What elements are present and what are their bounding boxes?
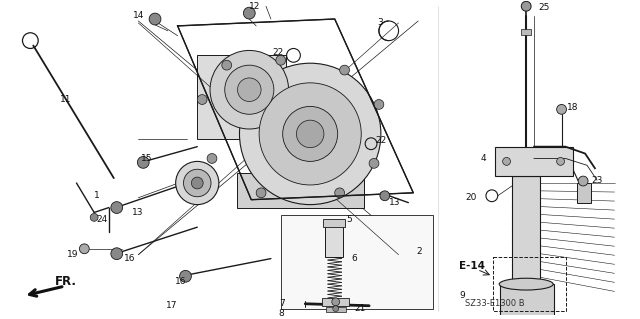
- Circle shape: [557, 158, 564, 165]
- Bar: [493, 257, 566, 311]
- Bar: [577, 183, 591, 203]
- Circle shape: [374, 100, 384, 109]
- Text: 15: 15: [141, 154, 153, 163]
- Text: 16: 16: [175, 277, 186, 286]
- Text: FR.: FR.: [55, 275, 77, 288]
- Text: 3: 3: [377, 19, 383, 27]
- Text: E-14: E-14: [460, 262, 485, 271]
- Circle shape: [332, 298, 340, 306]
- Bar: [513, 176, 540, 284]
- Text: 22: 22: [375, 136, 386, 145]
- Text: 24: 24: [96, 215, 108, 224]
- Circle shape: [380, 191, 390, 201]
- Circle shape: [276, 56, 285, 65]
- Bar: [266, 95, 364, 193]
- Text: 7: 7: [279, 299, 285, 308]
- Circle shape: [175, 161, 219, 204]
- Text: 21: 21: [355, 304, 365, 313]
- Text: 23: 23: [591, 175, 602, 185]
- Bar: [281, 215, 433, 309]
- Text: 9: 9: [460, 292, 465, 300]
- Circle shape: [225, 65, 274, 114]
- Circle shape: [210, 50, 289, 129]
- Bar: [326, 307, 346, 312]
- Circle shape: [149, 13, 161, 25]
- Circle shape: [79, 244, 89, 254]
- Circle shape: [239, 63, 381, 204]
- Text: 22: 22: [272, 48, 283, 57]
- Text: 6: 6: [351, 254, 357, 263]
- Bar: [522, 29, 531, 35]
- Circle shape: [256, 188, 266, 198]
- Circle shape: [369, 159, 379, 168]
- Circle shape: [111, 202, 123, 213]
- Bar: [237, 173, 364, 208]
- Circle shape: [138, 157, 149, 168]
- Text: 14: 14: [133, 11, 145, 19]
- Text: 11: 11: [60, 95, 71, 104]
- Circle shape: [197, 95, 207, 104]
- Bar: [323, 219, 344, 227]
- Bar: [495, 147, 573, 176]
- Text: 12: 12: [250, 2, 260, 11]
- Circle shape: [557, 104, 566, 114]
- Circle shape: [191, 177, 203, 189]
- Text: 5: 5: [346, 215, 352, 224]
- Circle shape: [522, 1, 531, 11]
- Text: 8: 8: [279, 309, 285, 318]
- Circle shape: [90, 213, 98, 221]
- Text: 1: 1: [94, 191, 100, 200]
- Circle shape: [207, 153, 217, 163]
- Text: 20: 20: [465, 193, 477, 202]
- Circle shape: [502, 158, 511, 165]
- Circle shape: [222, 60, 232, 70]
- Text: 18: 18: [568, 103, 579, 112]
- Circle shape: [111, 248, 123, 260]
- Bar: [322, 298, 349, 306]
- Circle shape: [340, 65, 349, 75]
- Text: 19: 19: [67, 250, 78, 259]
- Text: 25: 25: [538, 3, 549, 12]
- Text: 13: 13: [388, 198, 400, 207]
- Circle shape: [296, 120, 324, 148]
- Bar: [197, 56, 285, 139]
- Text: 2: 2: [416, 247, 422, 256]
- Circle shape: [184, 169, 211, 197]
- Circle shape: [180, 271, 191, 282]
- Circle shape: [237, 78, 261, 101]
- Circle shape: [259, 83, 361, 185]
- Bar: [500, 284, 554, 319]
- Circle shape: [283, 107, 338, 161]
- Text: 13: 13: [131, 208, 143, 217]
- Text: 16: 16: [124, 254, 135, 263]
- Text: SZ33-E1300 B: SZ33-E1300 B: [465, 299, 525, 308]
- Circle shape: [333, 306, 339, 312]
- Bar: [325, 222, 342, 257]
- Text: 17: 17: [166, 301, 177, 310]
- Circle shape: [335, 188, 344, 198]
- Circle shape: [243, 7, 255, 19]
- Circle shape: [579, 176, 588, 186]
- Text: 4: 4: [481, 154, 486, 163]
- Ellipse shape: [499, 278, 553, 290]
